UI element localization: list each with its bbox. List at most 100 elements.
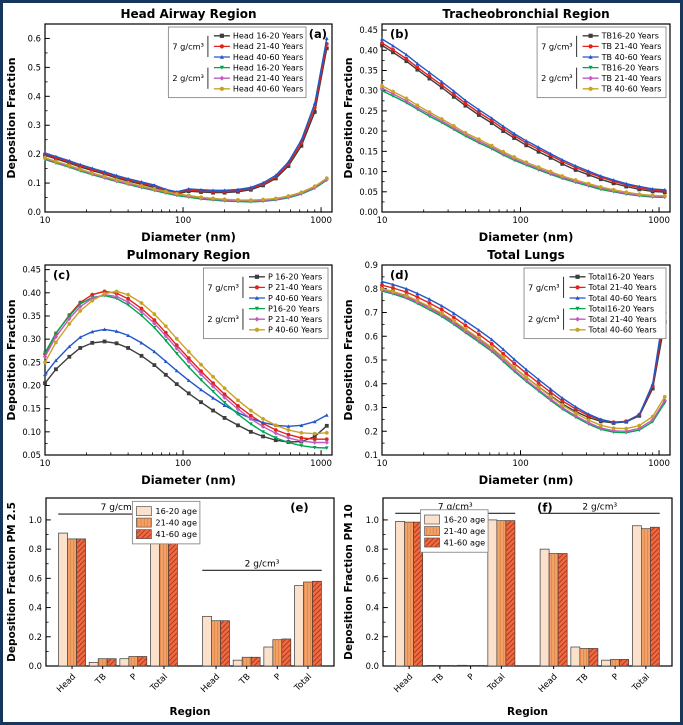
svg-text:P16-20 Years: P16-20 Years (268, 304, 320, 313)
svg-text:TB 21-40 Years: TB 21-40 Years (601, 74, 662, 83)
svg-text:0.0: 0.0 (29, 661, 42, 671)
svg-text:0.1: 0.1 (28, 178, 41, 188)
svg-text:21-40 age: 21-40 age (444, 526, 486, 536)
svg-text:Total: Total (148, 672, 170, 694)
svg-text:0.25: 0.25 (359, 106, 378, 116)
svg-text:0.45: 0.45 (22, 265, 41, 275)
svg-text:21-40 age: 21-40 age (155, 518, 197, 528)
svg-text:Deposition Fraction PM 10: Deposition Fraction PM 10 (343, 504, 355, 660)
svg-text:0.6: 0.6 (366, 573, 379, 583)
svg-text:P: P (466, 672, 477, 683)
svg-text:Total16-20 Years: Total16-20 Years (588, 304, 655, 313)
svg-text:TB 40-60 Years: TB 40-60 Years (601, 53, 662, 62)
svg-text:Head 21-40 Years: Head 21-40 Years (233, 42, 303, 51)
pm25-bar-chart: 0.0 0.2 0.4 0.6 0.8 1.0 7 g/cm³ 2 g/cm³ Head TB P T… (5, 490, 341, 720)
svg-text:0.10: 0.10 (359, 167, 378, 177)
svg-text:7 g/cm³: 7 g/cm³ (528, 282, 560, 292)
svg-text:TB 21-40 Years: TB 21-40 Years (601, 42, 662, 51)
svg-text:0.05: 0.05 (359, 187, 378, 197)
svg-text:Total: Total (630, 672, 652, 694)
svg-text:Pulmonary Region: Pulmonary Region (127, 248, 251, 262)
head-airway-region-chart: 10 100 1000 0.0 0.1 0.2 0.3 0.4 0.5 0.6 Head Airwa… (5, 5, 341, 245)
svg-text:Total16-20 Years: Total16-20 Years (588, 273, 655, 282)
svg-text:0.40: 0.40 (22, 288, 41, 298)
svg-text:1000: 1000 (648, 216, 670, 226)
chart-svg-a: 10 100 1000 0.0 0.1 0.2 0.3 0.4 0.5 0.6 Head Airwa… (5, 7, 333, 244)
svg-text:0.1: 0.1 (365, 450, 378, 460)
svg-text:10: 10 (40, 216, 51, 226)
svg-text:TB: TB (575, 672, 591, 688)
svg-text:P 21-40 Years: P 21-40 Years (268, 315, 322, 324)
svg-text:0.00: 0.00 (359, 207, 378, 217)
svg-text:0.4: 0.4 (29, 603, 42, 613)
svg-text:Head 21-40 Years: Head 21-40 Years (233, 74, 303, 83)
svg-text:TB: TB (237, 672, 253, 688)
svg-text:0.4: 0.4 (366, 603, 379, 613)
svg-text:0.2: 0.2 (28, 149, 41, 159)
svg-text:Region: Region (169, 706, 210, 718)
svg-text:0.40: 0.40 (359, 45, 378, 55)
svg-text:Total 21-40 Years: Total 21-40 Years (588, 315, 657, 324)
svg-text:Deposition Fraction: Deposition Fraction (342, 299, 355, 420)
svg-text:7 g/cm³: 7 g/cm³ (207, 282, 239, 292)
svg-text:0.4: 0.4 (365, 379, 378, 389)
svg-text:0.5: 0.5 (28, 62, 41, 72)
svg-text:10: 10 (40, 459, 51, 469)
svg-text:Head 40-60 Years: Head 40-60 Years (233, 53, 303, 62)
svg-text:0.8: 0.8 (29, 544, 42, 554)
chart-svg-d: 10 100 1000 0.1 0.2 0.3 0.4 0.5 0.6 0.7 0.8 0.9 Tota… (342, 248, 671, 487)
svg-text:Head: Head (537, 672, 560, 695)
svg-text:Diameter (nm): Diameter (nm) (141, 473, 236, 487)
svg-text:2 g/cm³: 2 g/cm³ (582, 502, 617, 512)
svg-text:2 g/cm³: 2 g/cm³ (207, 314, 239, 324)
svg-text:P 16-20 Years: P 16-20 Years (268, 273, 322, 282)
chart-svg-c: 10 100 1000 0.05 0.10 0.15 0.20 0.25 0.30 0.35 0.4… (5, 248, 333, 487)
svg-text:(e): (e) (290, 500, 308, 514)
svg-text:0.6: 0.6 (28, 33, 41, 43)
svg-text:0.05: 0.05 (22, 450, 41, 460)
svg-text:7 g/cm³: 7 g/cm³ (541, 41, 573, 51)
svg-text:TB 40-60 Years: TB 40-60 Years (601, 85, 662, 94)
svg-text:Head 16-20 Years: Head 16-20 Years (233, 63, 303, 72)
svg-text:TB16-20 Years: TB16-20 Years (601, 63, 659, 72)
svg-text:Deposition Fraction: Deposition Fraction (342, 57, 355, 178)
svg-text:Head: Head (199, 672, 222, 695)
svg-text:Head: Head (392, 672, 415, 695)
svg-text:Deposition Fraction: Deposition Fraction (5, 57, 18, 178)
svg-text:10: 10 (377, 459, 388, 469)
svg-text:Head 16-20 Years: Head 16-20 Years (233, 32, 303, 41)
svg-text:0.3: 0.3 (365, 403, 378, 413)
svg-text:0.2: 0.2 (366, 632, 379, 642)
pulmonary-region-chart: 10 100 1000 0.05 0.10 0.15 0.20 0.25 0.30 0.35 0.4… (5, 246, 341, 488)
svg-text:Head Airway Region: Head Airway Region (120, 7, 256, 21)
svg-text:(a): (a) (309, 27, 327, 41)
tracheobronchial-region-chart: 10 100 1000 0.00 0.05 0.10 0.15 0.20 0.25 0.30 0.3… (342, 5, 679, 245)
svg-text:41-60 age: 41-60 age (155, 529, 197, 539)
svg-text:TB16-20 Years: TB16-20 Years (601, 32, 659, 41)
svg-text:1000: 1000 (648, 459, 670, 469)
svg-text:P: P (129, 672, 140, 683)
svg-text:0.2: 0.2 (365, 426, 378, 436)
svg-text:0.2: 0.2 (29, 632, 42, 642)
svg-text:2 g/cm³: 2 g/cm³ (541, 73, 573, 83)
svg-text:0.8: 0.8 (366, 544, 379, 554)
svg-text:41-60 age: 41-60 age (444, 538, 486, 548)
pm10-bar-chart: 0.0 0.2 0.4 0.6 0.8 1.0 7 g/cm³ 2 g/cm³ Head TB P T… (342, 490, 679, 720)
svg-text:2 g/cm³: 2 g/cm³ (245, 559, 280, 569)
chart-svg-b: 10 100 1000 0.00 0.05 0.10 0.15 0.20 0.25 0.30 0.3… (342, 7, 671, 244)
svg-text:7 g/cm³: 7 g/cm³ (438, 502, 473, 512)
svg-text:0.30: 0.30 (22, 334, 41, 344)
svg-text:P: P (273, 672, 284, 683)
svg-text:0.9: 0.9 (365, 260, 378, 270)
svg-text:Deposition Fraction PM 2.5: Deposition Fraction PM 2.5 (6, 502, 18, 662)
svg-text:0.15: 0.15 (359, 146, 378, 156)
svg-text:1.0: 1.0 (29, 515, 42, 525)
svg-text:0.3: 0.3 (28, 120, 41, 130)
svg-text:0.45: 0.45 (359, 25, 378, 35)
svg-text:0.20: 0.20 (22, 380, 41, 390)
svg-text:100: 100 (512, 216, 528, 226)
svg-text:0.15: 0.15 (22, 404, 41, 414)
svg-text:100: 100 (175, 216, 191, 226)
svg-text:0.4: 0.4 (28, 91, 41, 101)
